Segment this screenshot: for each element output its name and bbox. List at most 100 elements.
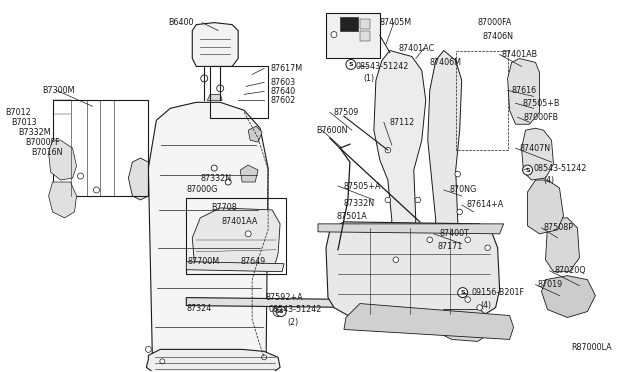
Bar [340,17,358,31]
Circle shape [393,257,399,263]
Text: 87406N: 87406N [483,32,514,41]
Text: 87020Q: 87020Q [554,266,586,275]
Text: B7300M: B7300M [43,86,75,95]
Text: 87407N: 87407N [520,144,550,153]
Text: 87401AA: 87401AA [221,217,257,227]
Polygon shape [207,94,222,100]
Text: 09156-B201F: 09156-B201F [472,288,525,297]
Text: 87700M: 87700M [188,257,220,266]
Circle shape [77,173,83,179]
Text: 87332N: 87332N [344,199,375,208]
Bar [52,100,148,196]
Circle shape [276,307,286,317]
Text: 87332N: 87332N [200,173,232,183]
Text: B7600N: B7600N [316,126,348,135]
Text: 87640: 87640 [270,87,295,96]
Circle shape [427,237,433,243]
Text: 87401AC: 87401AC [399,44,435,53]
Text: 87000G: 87000G [186,186,218,195]
Circle shape [93,187,99,193]
Text: 87000FB: 87000FB [524,113,559,122]
Text: 87602: 87602 [270,96,295,105]
Text: 87171: 87171 [438,242,463,251]
Text: B7016N: B7016N [31,148,63,157]
Text: 87501A: 87501A [337,212,368,221]
Text: 87616: 87616 [511,86,537,95]
Text: 87112: 87112 [390,118,415,127]
Polygon shape [192,208,280,268]
Text: S: S [276,309,280,314]
Circle shape [477,305,483,310]
Text: B7332M: B7332M [19,128,51,137]
Circle shape [485,245,490,251]
Text: 87000FA: 87000FA [477,18,512,27]
Text: 87505+B: 87505+B [522,99,560,108]
Text: (1): (1) [363,74,374,83]
Polygon shape [438,310,490,341]
Polygon shape [49,140,77,180]
Text: B7708: B7708 [211,203,237,212]
Text: S: S [349,62,353,67]
Polygon shape [192,23,238,67]
Polygon shape [186,298,366,308]
Circle shape [465,297,470,302]
Polygon shape [129,158,148,200]
Text: 08543-51242: 08543-51242 [268,305,321,314]
Polygon shape [147,349,280,372]
Text: 87401AB: 87401AB [502,50,538,59]
Polygon shape [527,180,563,234]
Text: 870NG: 870NG [450,186,477,195]
Text: 08543-51242: 08543-51242 [356,62,410,71]
Text: S: S [279,309,284,314]
Bar [360,31,370,41]
Circle shape [145,346,152,352]
Text: (4): (4) [481,301,492,310]
Text: S: S [525,167,530,173]
Text: 87406M: 87406M [430,58,462,67]
Circle shape [331,32,337,38]
Text: (4): (4) [543,176,555,185]
Polygon shape [318,224,504,234]
Text: B7000FF: B7000FF [26,138,60,147]
Bar [210,67,268,118]
Circle shape [273,307,283,317]
Circle shape [160,359,165,364]
Polygon shape [428,51,461,270]
Circle shape [217,85,224,92]
Polygon shape [508,58,540,124]
Polygon shape [541,276,595,318]
Text: 87603: 87603 [270,78,295,87]
Text: 87649: 87649 [240,257,266,266]
Polygon shape [49,182,77,218]
Polygon shape [545,218,579,272]
Polygon shape [522,128,554,180]
Polygon shape [186,262,284,272]
Text: S: S [460,290,465,295]
Text: 87509: 87509 [334,108,359,117]
Text: 87592+A: 87592+A [265,293,303,302]
Text: 87324: 87324 [186,304,212,313]
Circle shape [458,288,468,298]
Text: B6400: B6400 [168,18,194,27]
Circle shape [385,147,390,153]
Polygon shape [240,165,258,182]
Polygon shape [374,51,426,270]
Polygon shape [148,102,268,361]
Bar [186,198,286,274]
Circle shape [415,197,420,203]
Text: 87505+A: 87505+A [344,182,381,190]
Polygon shape [326,13,380,58]
Circle shape [225,179,231,185]
Text: 87405M: 87405M [380,18,412,27]
Polygon shape [326,222,500,318]
Circle shape [522,165,532,175]
Bar [360,19,370,29]
Text: B7013: B7013 [12,118,37,127]
Circle shape [346,60,356,70]
Circle shape [385,197,390,203]
Text: 87508P: 87508P [543,223,573,232]
Text: R87000LA: R87000LA [572,343,612,352]
Polygon shape [344,304,513,339]
Circle shape [457,209,463,215]
Text: 08543-51242: 08543-51242 [534,164,587,173]
